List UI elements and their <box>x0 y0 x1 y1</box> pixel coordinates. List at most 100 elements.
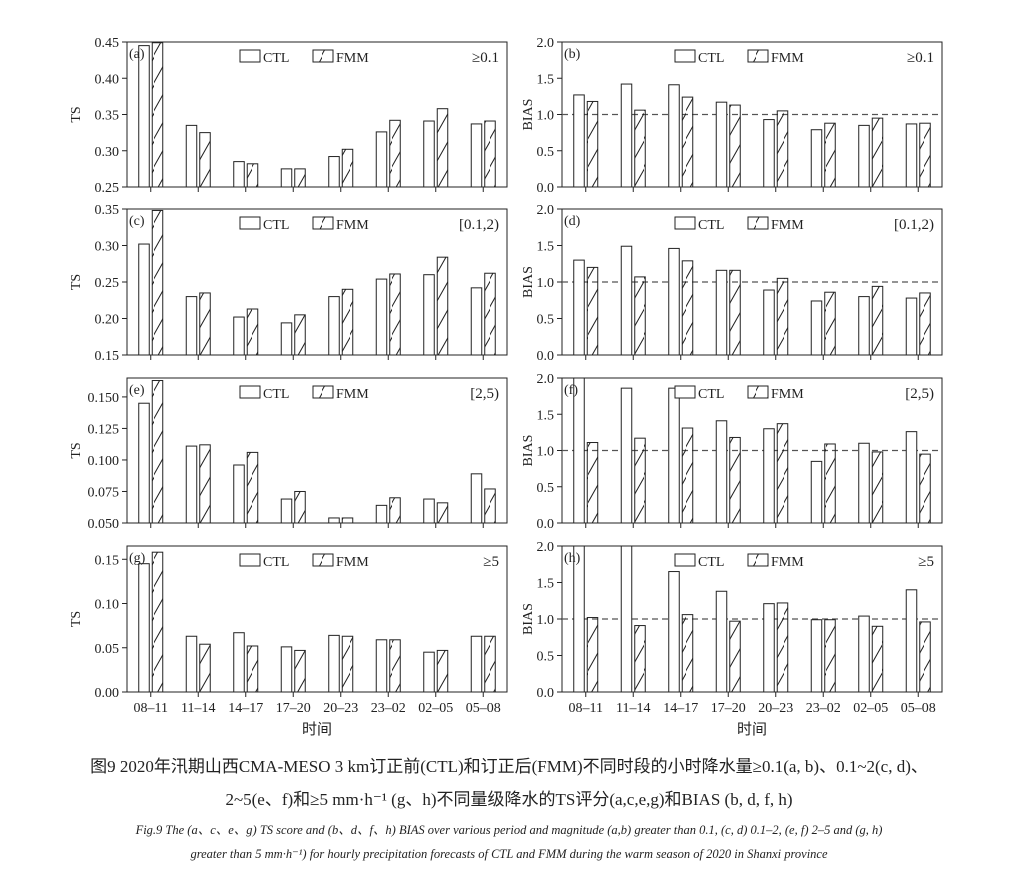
bar-ctl-20–23 <box>763 289 775 356</box>
x-tick-label: 11–14 <box>616 701 650 716</box>
bar-fmm-08–11 <box>151 380 164 524</box>
y-tick-label: 0.30 <box>95 145 120 160</box>
y-tick-label: 2.0 <box>537 540 555 555</box>
bar-fmm-23–02 <box>389 639 401 693</box>
panel-label: (b) <box>564 47 581 62</box>
bar-ctl-20–23 <box>328 517 340 524</box>
legend-swatch-fmm <box>312 553 334 567</box>
legend-swatch-ctl <box>239 49 261 63</box>
bar-fmm-05–08 <box>484 488 496 524</box>
bar-ctl-23–02 <box>375 278 388 356</box>
legend-swatch-ctl <box>239 553 261 567</box>
bar-ctl-02–05 <box>423 120 435 188</box>
bar-ctl-11–14 <box>620 387 633 524</box>
bar-fmm-17–20 <box>729 269 741 356</box>
y-tick-label: 0.5 <box>537 313 555 328</box>
panel-b: 0.0 0.5 1.0 1.5 2.0 BIAS (b) CTL FMM ≥0.1 <box>521 36 943 196</box>
bar-fmm-11–14 <box>634 109 646 188</box>
legend-label-ctl: CTL <box>263 555 289 570</box>
bar-ctl-17–20 <box>715 101 728 188</box>
bar-fmm-17–20 <box>294 314 306 356</box>
bar-ctl-05–08 <box>905 297 918 356</box>
y-tick-label: 0.5 <box>537 145 555 160</box>
bar-ctl-02–05 <box>423 651 435 693</box>
bar-fmm-17–20 <box>294 490 306 524</box>
bar-ctl-23–02 <box>810 619 823 693</box>
panel-f: 0.0 0.5 1.0 1.5 2.0 BIAS (f) CTL FMM [2,5) <box>521 372 943 532</box>
bar-ctl-20–23 <box>328 634 340 693</box>
bar-fmm-11–14 <box>634 276 646 356</box>
bar-ctl-05–08 <box>470 635 483 693</box>
plot-frame <box>126 208 508 356</box>
caption-en-line-2: greater than 5 mm·h⁻¹) for hourly precip… <box>190 847 828 861</box>
bar-fmm-17–20 <box>729 104 741 188</box>
legend-label-ctl: CTL <box>263 51 289 66</box>
bar-fmm-05–08 <box>484 272 496 356</box>
y-tick-label: 0.10 <box>95 598 120 613</box>
bar-ctl-02–05 <box>423 498 435 524</box>
bar-ctl-11–14 <box>620 83 633 188</box>
y-axis-label: TS <box>69 442 84 458</box>
bar-ctl-11–14 <box>185 124 198 188</box>
bar-ctl-14–17 <box>668 84 680 188</box>
legend-swatch-ctl <box>674 49 696 63</box>
bar-ctl-14–17 <box>233 632 245 693</box>
legend-label-ctl: CTL <box>698 387 724 402</box>
bar-fmm-08–11 <box>151 209 164 356</box>
x-tick-label: 14–17 <box>228 701 263 716</box>
bar-fmm-08–11 <box>586 617 599 693</box>
y-tick-label: 0.150 <box>88 391 120 406</box>
bar-fmm-23–02 <box>389 119 401 188</box>
x-tick-label: 08–11 <box>134 701 168 716</box>
legend-label-fmm: FMM <box>336 555 369 570</box>
panel-g: 0.00 0.05 0.10 0.15 TS 08–11 11–14 14–17 17–20 20… <box>69 545 508 738</box>
y-tick-label: 0.0 <box>537 686 555 701</box>
legend-label-ctl: CTL <box>698 51 724 66</box>
legend-label-ctl: CTL <box>263 218 289 233</box>
legend-swatch-fmm <box>747 385 769 399</box>
bar-fmm-02–05 <box>436 256 449 356</box>
bar-fmm-14–17 <box>246 645 259 693</box>
y-tick-label: 1.5 <box>537 577 555 592</box>
bar-fmm-02–05 <box>436 108 449 188</box>
bar-ctl-17–20 <box>280 646 293 693</box>
bar-ctl-14–17 <box>233 464 245 524</box>
bar-fmm-20–23 <box>776 602 789 693</box>
y-tick-label: 0.35 <box>95 109 120 124</box>
bar-fmm-17–20 <box>729 436 741 524</box>
bar-ctl-02–05 <box>858 124 870 188</box>
threshold-label: ≥0.1 <box>907 50 934 66</box>
y-tick-label: 1.0 <box>537 445 555 460</box>
legend-swatch-ctl <box>239 216 261 230</box>
bar-ctl-20–23 <box>328 296 340 356</box>
legend-label-fmm: FMM <box>771 387 804 402</box>
legend-swatch-fmm <box>747 49 769 63</box>
bar-fmm-14–17 <box>681 427 694 524</box>
bar-fmm-17–20 <box>729 620 741 693</box>
panel-c: 0.15 0.20 0.25 0.30 0.35 TS (c) CTL FMM [0.1,2) <box>69 203 508 364</box>
x-tick-label: 23–02 <box>806 701 841 716</box>
bar-ctl-20–23 <box>763 603 775 693</box>
bar-ctl-08–11 <box>573 94 585 188</box>
bar-fmm-02–05 <box>871 285 884 356</box>
panel-h: 0.0 0.5 1.0 1.5 2.0 BIAS 08–11 11–14 14–17 17–20 2… <box>521 540 943 738</box>
bar-ctl-02–05 <box>858 296 870 356</box>
threshold-label: [2,5) <box>470 386 499 402</box>
plot-frame <box>126 545 508 693</box>
bar-ctl-20–23 <box>763 119 775 188</box>
bar-ctl-05–08 <box>905 589 918 693</box>
bar-ctl-08–11 <box>138 402 150 524</box>
y-tick-label: 1.0 <box>537 276 555 291</box>
threshold-label: ≥5 <box>918 554 934 570</box>
bar-fmm-23–02 <box>824 443 836 524</box>
bar-fmm-05–08 <box>919 621 931 693</box>
legend-swatch-ctl <box>239 385 261 399</box>
y-axis-label: TS <box>69 274 84 290</box>
y-tick-label: 0.20 <box>95 313 120 328</box>
bar-fmm-02–05 <box>871 117 884 188</box>
threshold-label: [0.1,2) <box>894 217 934 233</box>
bar-ctl-14–17 <box>233 161 245 188</box>
bar-ctl-05–08 <box>470 123 483 188</box>
y-tick-label: 1.5 <box>537 240 555 255</box>
